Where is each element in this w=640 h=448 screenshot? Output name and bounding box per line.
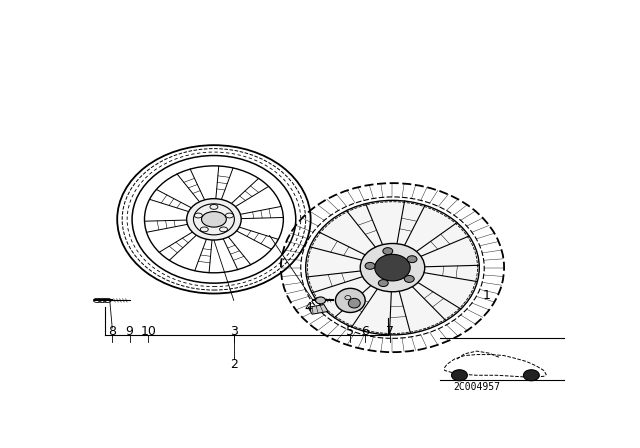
Text: 10: 10 xyxy=(141,325,156,338)
Text: 9: 9 xyxy=(125,325,134,338)
Text: 7: 7 xyxy=(386,325,394,338)
Ellipse shape xyxy=(187,198,241,240)
Circle shape xyxy=(365,263,375,269)
Circle shape xyxy=(378,280,388,287)
Circle shape xyxy=(383,248,393,254)
Ellipse shape xyxy=(348,298,360,308)
Polygon shape xyxy=(308,305,328,314)
Ellipse shape xyxy=(202,211,227,227)
Text: 4: 4 xyxy=(304,301,312,314)
Ellipse shape xyxy=(316,297,326,304)
Circle shape xyxy=(404,276,414,282)
Ellipse shape xyxy=(306,200,479,335)
Ellipse shape xyxy=(335,289,365,313)
Text: 3: 3 xyxy=(230,325,237,338)
Circle shape xyxy=(407,256,417,263)
Circle shape xyxy=(524,370,540,381)
Text: 2: 2 xyxy=(230,358,237,371)
Text: 2C004957: 2C004957 xyxy=(453,382,500,392)
Ellipse shape xyxy=(360,244,425,292)
Text: 1: 1 xyxy=(483,289,491,302)
Ellipse shape xyxy=(375,254,410,281)
Circle shape xyxy=(451,370,467,381)
Text: 5: 5 xyxy=(346,325,355,338)
Text: 8: 8 xyxy=(108,325,116,338)
Text: 6: 6 xyxy=(361,325,369,338)
